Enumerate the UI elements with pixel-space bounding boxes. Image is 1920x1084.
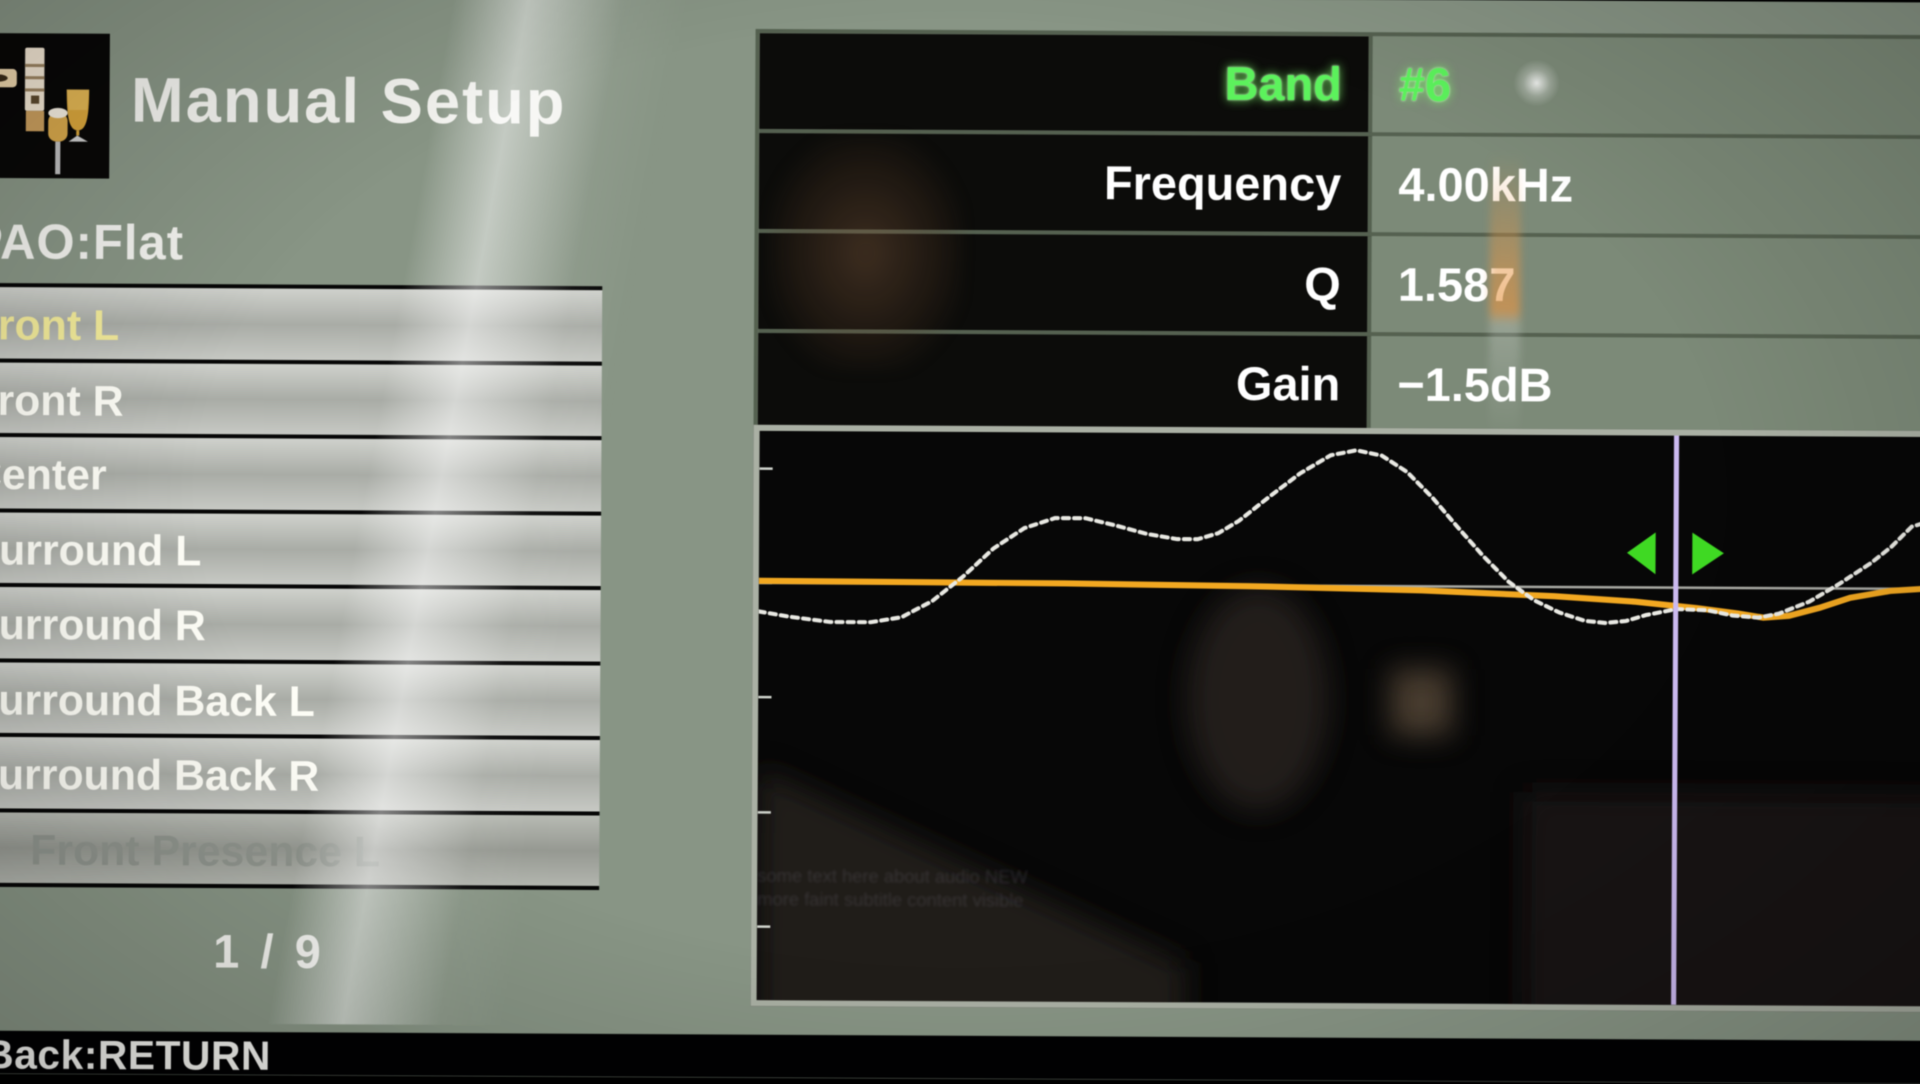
svg-text:some text here about audio NEW: some text here about audio NEW — [757, 865, 1028, 887]
svg-text:more faint subtitle content vi: more faint subtitle content visible — [757, 888, 1023, 910]
